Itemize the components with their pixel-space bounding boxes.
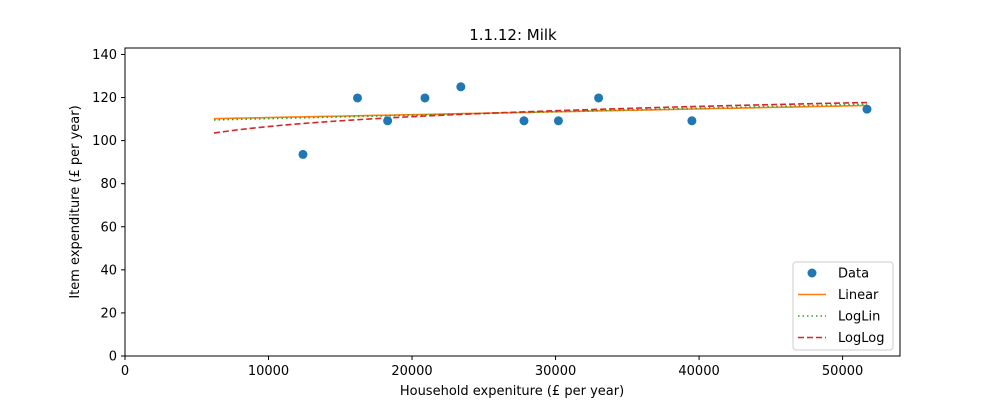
legend-label: Linear: [838, 288, 879, 303]
data-point: [862, 104, 872, 114]
data-point: [687, 116, 697, 126]
chart-title: 1.1.12: Milk: [469, 26, 557, 44]
y-tick-label: 120: [92, 91, 117, 106]
data-point: [594, 93, 604, 103]
x-tick-label: 10000: [248, 364, 289, 379]
legend-item-loglog: LogLog: [798, 331, 884, 346]
y-axis-label: Item expenditure (£ per year): [68, 105, 83, 298]
x-tick-label: 0: [121, 364, 129, 379]
x-tick-label: 20000: [391, 364, 432, 379]
y-tick-label: 140: [92, 48, 117, 63]
y-tick-label: 40: [100, 263, 117, 278]
plot-frame: [124, 47, 901, 357]
data-point: [519, 116, 529, 126]
x-tick-label: 40000: [678, 364, 719, 379]
y-tick-label: 20: [100, 306, 117, 321]
y-tick-label: 80: [100, 177, 117, 192]
data-point: [420, 93, 430, 103]
legend-box: [792, 261, 894, 351]
y-tick-label: 100: [92, 134, 117, 149]
data-point: [456, 82, 466, 92]
legend-item-data: Data: [807, 267, 869, 282]
legend-item-loglin: LogLin: [798, 310, 880, 325]
data-point: [298, 149, 308, 159]
legend-label: LogLin: [838, 310, 880, 325]
series-line-linear: [213, 104, 868, 120]
x-axis-label: Household expeniture (£ per year): [400, 384, 624, 399]
x-tick-label: 30000: [535, 364, 576, 379]
y-tick-label: 60: [100, 220, 117, 235]
y-tick-label: 0: [109, 350, 117, 365]
plot-area: [213, 82, 872, 159]
axis-ticks: 0 10000 20000 30000 40000 50000 0 20 40 60 80 100 12…: [92, 48, 863, 379]
series-line-loglog: [213, 101, 868, 134]
legend: Data Linear LogLin LogLog: [792, 261, 894, 351]
data-point: [353, 93, 362, 103]
x-tick-label: 50000: [822, 364, 863, 379]
legend-item-linear: Linear: [798, 288, 879, 303]
series-line-loglin: [213, 103, 868, 121]
data-point: [553, 116, 563, 126]
legend-marker: [807, 268, 817, 278]
legend-label: Data: [838, 267, 869, 282]
legend-label: LogLog: [838, 331, 884, 346]
data-point: [383, 116, 393, 126]
